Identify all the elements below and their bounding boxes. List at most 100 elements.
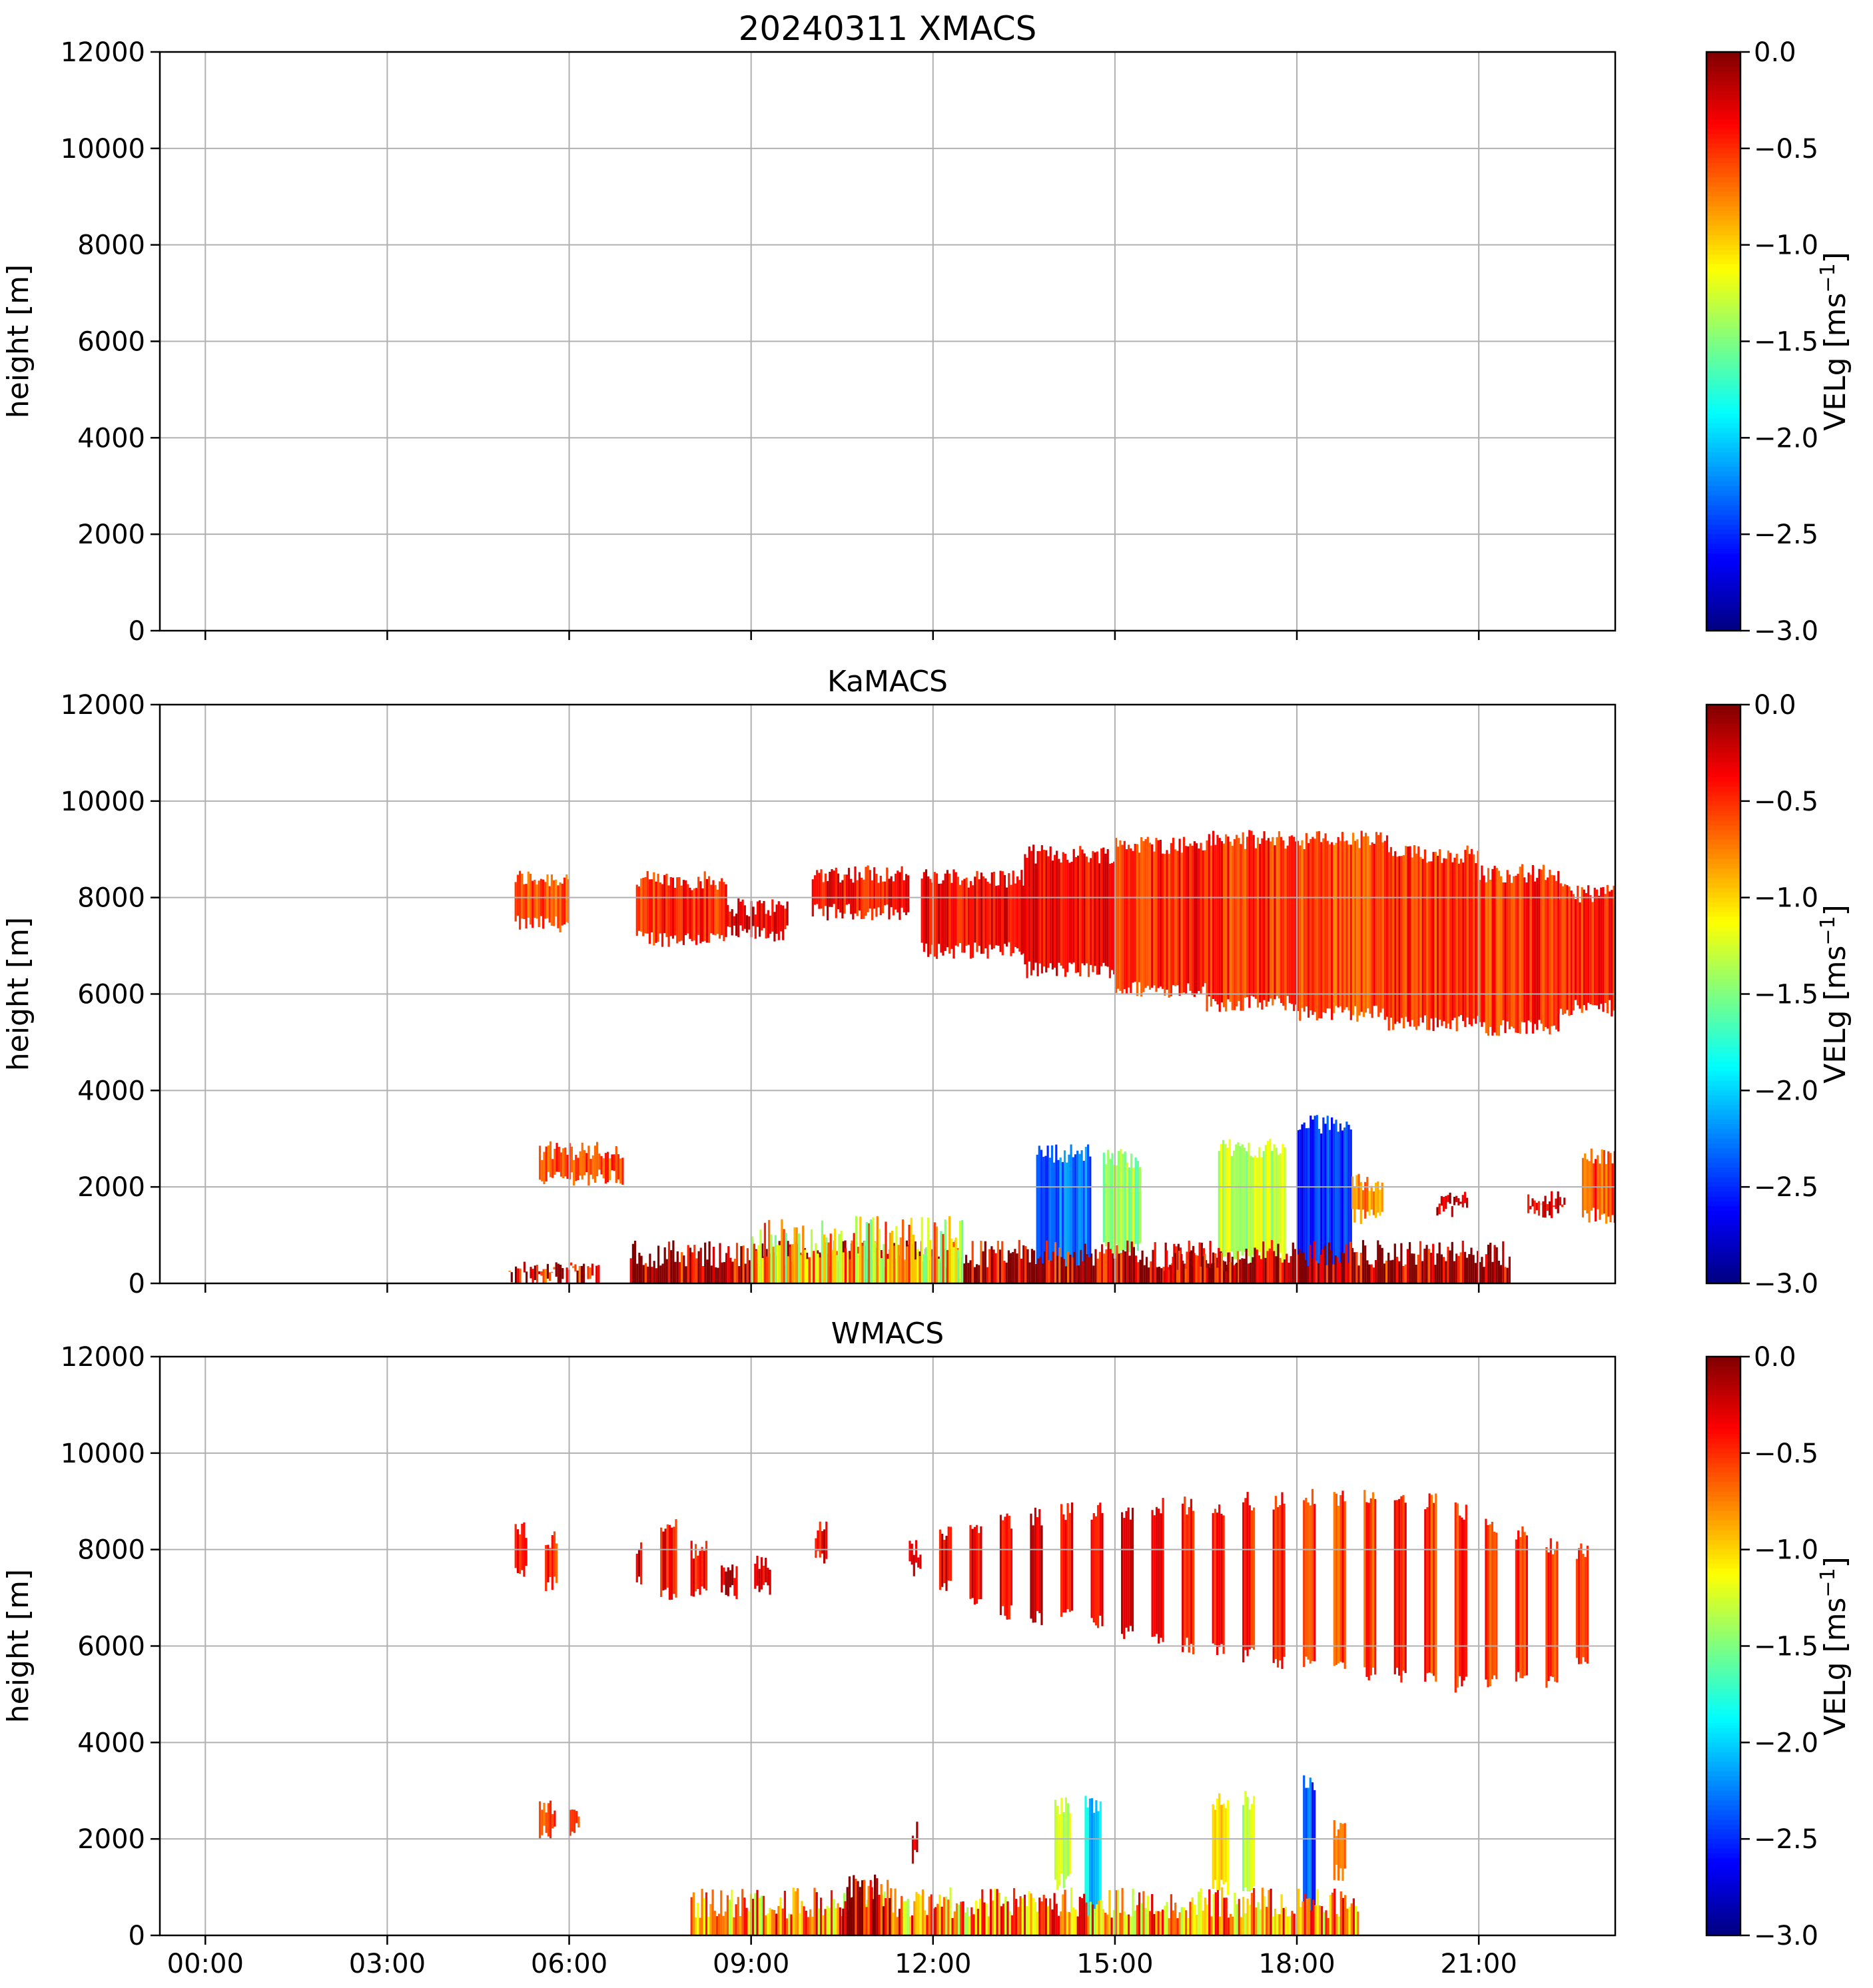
y-tick-label: 4000 (77, 1076, 145, 1106)
echo-feature (1393, 1494, 1407, 1683)
x-tick-label: 21:00 (1441, 1949, 1517, 1979)
colorbar-tick-label: −1.5 (1754, 1632, 1818, 1662)
y-tick-label: 2000 (77, 1824, 145, 1855)
echo-feature (1212, 1504, 1225, 1655)
y-tick-label: 0 (129, 616, 145, 647)
echo-feature (1515, 1526, 1528, 1682)
echo-feature (938, 1526, 952, 1591)
echo-feature (1163, 1250, 1238, 1283)
colorbar-tick-label: −1.0 (1754, 883, 1818, 914)
colorbar-3: 0.0 −0.5 −1.0 −1.5 −2.0 −2.5 −3.0 VELg [ms−1] (1705, 1342, 1852, 1951)
panel-3-data (514, 1489, 1589, 1935)
echo-feature (539, 1141, 624, 1186)
echo-feature (1333, 1820, 1346, 1881)
y-tick-label: 8000 (77, 883, 145, 914)
panel-title: 20240311 XMACS (739, 9, 1037, 48)
echo-feature (1036, 1144, 1092, 1283)
echo-feature (1485, 1518, 1498, 1688)
y-axis-label: height [m] (1, 917, 35, 1071)
echo-feature (1303, 1775, 1316, 1935)
echo-feature (1303, 1489, 1316, 1667)
y-tick-label: 10000 (61, 1439, 145, 1469)
echo-feature (1151, 1498, 1164, 1644)
colorbar-tick-label: 0.0 (1754, 690, 1796, 721)
colorbar-tick-label: −2.0 (1754, 1076, 1818, 1106)
echo-feature (1527, 1191, 1566, 1218)
colorbar-label: VELg [ms−1] (1816, 904, 1852, 1084)
colorbar-tick-label: −1.5 (1754, 980, 1818, 1010)
y-tick-label: 10000 (61, 134, 145, 165)
panel-2: 0 2000 4000 6000 8000 10000 12000 height [m] KaM… (1, 665, 1852, 1299)
y-tick-label: 6000 (77, 1632, 145, 1662)
panel-1: 0 2000 4000 6000 8000 10000 12000 height [m] 202… (1, 9, 1852, 647)
y-tick-label: 0 (129, 1269, 145, 1299)
colorbar-1: 0.0 −0.5 −1.0 −1.5 −2.0 −2.5 −3.0 VELg [ms−1] (1705, 37, 1852, 647)
echo-feature (754, 1556, 771, 1595)
echo-feature (1114, 836, 1206, 998)
colorbar-tick-label: −3.0 (1754, 616, 1818, 647)
echo-feature (721, 1564, 738, 1600)
colorbar-tick-label: −1.5 (1754, 327, 1818, 358)
echo-feature (1084, 1796, 1102, 1935)
echo-feature (1272, 1492, 1286, 1669)
colorbar-label: VELg [ms−1] (1816, 252, 1852, 431)
colorbar-tick-label: −2.5 (1754, 519, 1818, 550)
y-tick-label: 12000 (61, 690, 145, 721)
x-tick-label: 12:00 (895, 1949, 971, 1979)
panel-title: WMACS (831, 1317, 944, 1351)
colorbar-tick-label: −0.5 (1754, 787, 1818, 817)
echo-feature (545, 1531, 558, 1591)
echo-feature (909, 1540, 922, 1576)
colorbar-tick-label: 0.0 (1754, 37, 1796, 68)
colorbar-tick-label: −1.0 (1754, 230, 1818, 261)
x-tick-label: 18:00 (1258, 1949, 1335, 1979)
echo-feature (921, 869, 1025, 959)
echo-feature (1333, 1491, 1346, 1669)
echo-feature (1297, 1115, 1352, 1283)
colorbar-tick-label: −2.0 (1754, 1728, 1818, 1758)
echo-feature (1351, 1173, 1383, 1224)
echo-feature (1206, 830, 1298, 1012)
echo-feature (1182, 1496, 1195, 1654)
y-tick-label: 2000 (77, 519, 145, 550)
y-tick-label: 6000 (77, 980, 145, 1010)
echo-feature (1297, 830, 1389, 1022)
colorbar-tick-label: −3.0 (1754, 1921, 1818, 1951)
echo-feature (539, 1800, 556, 1839)
panel-2-data (508, 830, 1615, 1283)
echo-feature (999, 1513, 1013, 1620)
echo-feature (690, 1540, 708, 1597)
y-tick-label: 2000 (77, 1172, 145, 1203)
echo-feature (635, 871, 727, 947)
echo-feature (1242, 1492, 1256, 1663)
echo-feature (660, 1519, 677, 1600)
y-tick-label: 12000 (61, 1342, 145, 1373)
panel-title: KaMACS (827, 665, 948, 699)
echo-feature (635, 1542, 643, 1584)
echo-feature (1479, 864, 1560, 1036)
echo-feature (1218, 1139, 1286, 1267)
panel-3: 0 2000 4000 6000 8000 10000 12000 00:00 03:00 06:… (1, 1317, 1852, 1979)
colorbar-tick-label: −0.5 (1754, 1439, 1818, 1469)
colorbar-tick-label: 0.0 (1754, 1342, 1796, 1373)
colorbar-tick-label: −1.0 (1754, 1535, 1818, 1566)
echo-feature (1581, 1148, 1615, 1224)
x-tick-label: 06:00 (531, 1949, 607, 1979)
y-tick-label: 4000 (77, 423, 145, 454)
echo-feature (969, 1524, 982, 1605)
echo-feature (1090, 1502, 1104, 1628)
colorbar-2: 0.0 −0.5 −1.0 −1.5 −2.0 −2.5 −3.0 VELg [ms−1] (1705, 690, 1852, 1299)
echo-feature (1212, 1793, 1230, 1895)
echo-feature (815, 1521, 828, 1564)
echo-feature (1102, 1149, 1142, 1257)
echo-feature (1060, 1502, 1074, 1617)
echo-feature (1121, 1507, 1134, 1639)
y-axis-label: height [m] (1, 264, 35, 418)
y-tick-label: 4000 (77, 1728, 145, 1758)
y-tick-label: 0 (129, 1921, 145, 1951)
y-tick-label: 10000 (61, 787, 145, 817)
echo-feature (1454, 1502, 1467, 1693)
y-axis-label: height [m] (1, 1569, 35, 1723)
